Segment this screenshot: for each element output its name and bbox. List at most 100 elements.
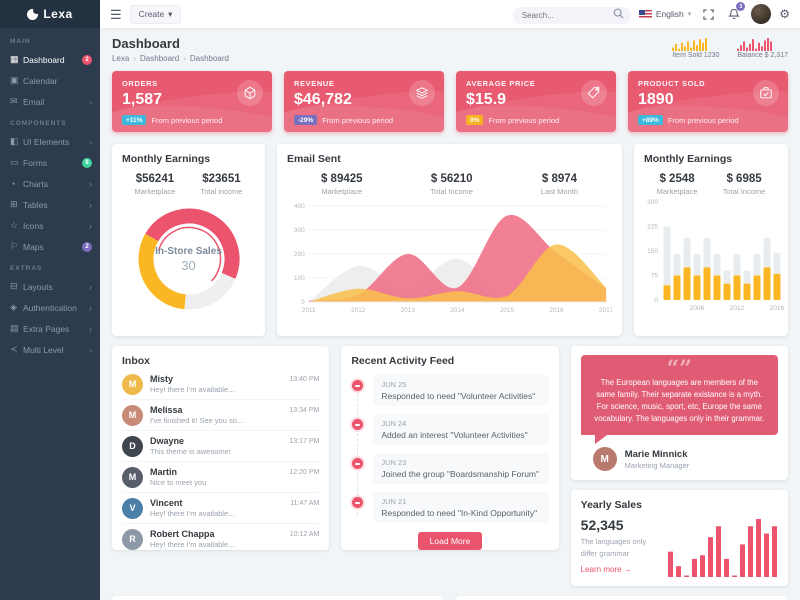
- latest-transactions-card: Latest Transactions H Herbert C. Patton …: [112, 595, 444, 600]
- sidebar-badge: 2: [82, 54, 92, 65]
- stat-label: Total income: [200, 187, 243, 196]
- search-input[interactable]: [512, 6, 631, 24]
- sidebar-item-multi-level[interactable]: ≺ Multi Level ›: [0, 339, 100, 360]
- card-title: Inbox: [122, 355, 150, 367]
- layers-icon: [415, 87, 429, 99]
- stat-value: $23651: [202, 173, 241, 185]
- timeline-marker-icon: [352, 419, 364, 430]
- mini-stat-balance-2-317: Balance $ 2,317: [737, 36, 788, 59]
- inbox-item-melissa[interactable]: M Melissa I've finished it! See you so... 1…: [122, 400, 320, 431]
- yearly-sales-bar-chart: [667, 517, 778, 577]
- sidebar-item-calendar[interactable]: ▣ Calendar: [0, 70, 100, 91]
- email-sent-card: Email Sent $ 89425 Marketplace $ 56210 Tot…: [277, 144, 622, 336]
- brand-logo[interactable]: Lexa: [0, 0, 100, 28]
- inbox-message: Hey! there I'm available...: [150, 385, 235, 394]
- activity-feed: JUN 25 Responded to need "Volunteer Activ…: [351, 375, 549, 523]
- activity-date: JUN 23: [381, 458, 407, 467]
- breadcrumb: Lexa › Dashboard › Dashboard: [112, 54, 229, 63]
- inbox-time: 13:34 PM: [289, 406, 320, 414]
- authentication-icon: ◈: [10, 302, 17, 312]
- stat-card-note: From previous period: [151, 115, 223, 125]
- stat-card-orders: ORDERS 1,587 +11% From previous period: [112, 71, 272, 132]
- activity-item: JUN 23 Joined the group "Boardsmanship Fo…: [352, 453, 549, 484]
- sidebar-item-dashboard[interactable]: ▦ Dashboard 2: [0, 49, 100, 70]
- menu-toggle-icon[interactable]: ☰: [110, 6, 122, 22]
- inbox-message: Nice to meet you: [150, 478, 207, 487]
- avatar: M: [122, 373, 143, 395]
- chevron-right-icon: ›: [89, 281, 92, 292]
- activity-feed-card: Recent Activity Feed JUN 25 Responded to …: [341, 346, 559, 550]
- user-avatar[interactable]: [751, 4, 772, 24]
- mini-bar-chart: [737, 36, 788, 51]
- fullscreen-icon[interactable]: [699, 5, 717, 23]
- settings-gear-icon[interactable]: ⚙: [779, 7, 790, 21]
- stat-label: Total Income: [430, 187, 473, 196]
- sidebar-item-label: Dashboard: [23, 54, 65, 65]
- maps-icon: ⚐: [10, 241, 19, 251]
- sidebar-badge: 2: [82, 241, 92, 252]
- breadcrumb-item[interactable]: Lexa: [112, 54, 130, 63]
- inbox-sender: Martin: [150, 467, 177, 477]
- page-title: Dashboard: [112, 36, 180, 51]
- quote-text: The European languages are members of th…: [594, 378, 765, 424]
- chevron-right-icon: ›: [89, 178, 92, 189]
- sidebar-item-label: Authentication: [23, 302, 77, 313]
- email-sent-area-chart: 0 100 200 300 400 2011 2012 2013 2014 2015 2016 201…: [287, 198, 612, 316]
- sidebar-item-layouts[interactable]: ⊟ Layouts ›: [0, 276, 100, 297]
- sidebar-item-forms[interactable]: ▭ Forms 8: [0, 152, 100, 173]
- stat-label: Last Month: [540, 187, 579, 196]
- search-icon[interactable]: [613, 8, 624, 19]
- sidebar-item-label: Calendar: [23, 75, 58, 86]
- sidebar-item-extra-pages[interactable]: ▤ Extra Pages ›: [0, 318, 100, 339]
- inbox-item-dwayne[interactable]: D Dwayne This theme is awesome! 13:17 PM: [122, 431, 320, 462]
- avatar: M: [122, 404, 143, 426]
- inbox-card: Inbox M Misty Hey! there I'm available... 1…: [112, 346, 330, 550]
- sidebar-item-label: Maps: [23, 241, 44, 252]
- sidebar-item-maps[interactable]: ⚐ Maps 2: [0, 236, 100, 257]
- sidebar-item-authentication[interactable]: ◈ Authentication ›: [0, 297, 100, 318]
- inbox-item-robert-chappa[interactable]: R Robert Chappa Hey! there I'm available..…: [122, 524, 319, 550]
- sidebar-item-ui-elements[interactable]: ◧ UI Elements ›: [0, 131, 100, 152]
- sidebar-item-label: Icons: [23, 220, 44, 231]
- inbox-sender: Melissa: [150, 405, 183, 415]
- sidebar-item-charts[interactable]: ◔ Charts ›: [0, 173, 100, 194]
- create-button-label: Create: [138, 9, 165, 19]
- stat-card-badge: +11%: [122, 115, 147, 125]
- chevron-right-icon: ›: [89, 96, 92, 107]
- inbox-time: 10:12 AM: [289, 530, 320, 538]
- svg-text:2016: 2016: [770, 305, 784, 312]
- layouts-icon: ⊟: [10, 281, 18, 291]
- tag-icon: [587, 86, 600, 99]
- inbox-item-martin[interactable]: M Martin Nice to meet you 12:20 PM: [122, 462, 320, 493]
- language-selector[interactable]: English ▾: [638, 9, 691, 19]
- stat-card-badge: +89%: [638, 115, 663, 125]
- notifications-bell-icon[interactable]: 3: [725, 2, 746, 23]
- sidebar-item-icons[interactable]: ☆ Icons ›: [0, 215, 100, 236]
- stat-value: $ 2548: [659, 173, 695, 185]
- monthly-earnings-bars-card: Monthly Earnings $ 2548 Marketplace $ 698…: [634, 144, 788, 336]
- svg-text:300: 300: [294, 227, 305, 234]
- sidebar-item-email[interactable]: ✉ Email ›: [0, 91, 100, 112]
- inbox-message: Hey! there I'm available...: [150, 540, 235, 549]
- breadcrumb-item[interactable]: Dashboard: [140, 54, 180, 63]
- inbox-sender: Vincent: [150, 498, 183, 508]
- load-more-button[interactable]: Load More: [417, 532, 483, 550]
- create-button[interactable]: Create ▾: [129, 4, 182, 24]
- caret-down-icon: ▾: [168, 8, 173, 19]
- breadcrumb-separator: ›: [133, 54, 137, 63]
- sidebar-section-title: COMPONENTS: [10, 120, 67, 127]
- sidebar-item-tables[interactable]: ⊞ Tables ›: [0, 194, 100, 215]
- search-box: [512, 5, 631, 24]
- inbox-item-vincent[interactable]: V Vincent Hey! there I'm available... 11:47…: [122, 493, 320, 524]
- charts-icon: ◔: [10, 178, 16, 189]
- svg-text:75: 75: [651, 273, 659, 280]
- learn-more-link[interactable]: Learn more →: [580, 564, 632, 574]
- inbox-item-misty[interactable]: M Misty Hey! there I'm available... 13:40 P…: [122, 369, 320, 400]
- inbox-time: 12:20 PM: [289, 468, 320, 476]
- svg-text:2017: 2017: [599, 307, 612, 314]
- svg-text:2015: 2015: [500, 307, 515, 314]
- stat-label: Total Income: [722, 187, 766, 196]
- sidebar-item-label: Email: [23, 96, 45, 107]
- cube-icon: [244, 86, 256, 100]
